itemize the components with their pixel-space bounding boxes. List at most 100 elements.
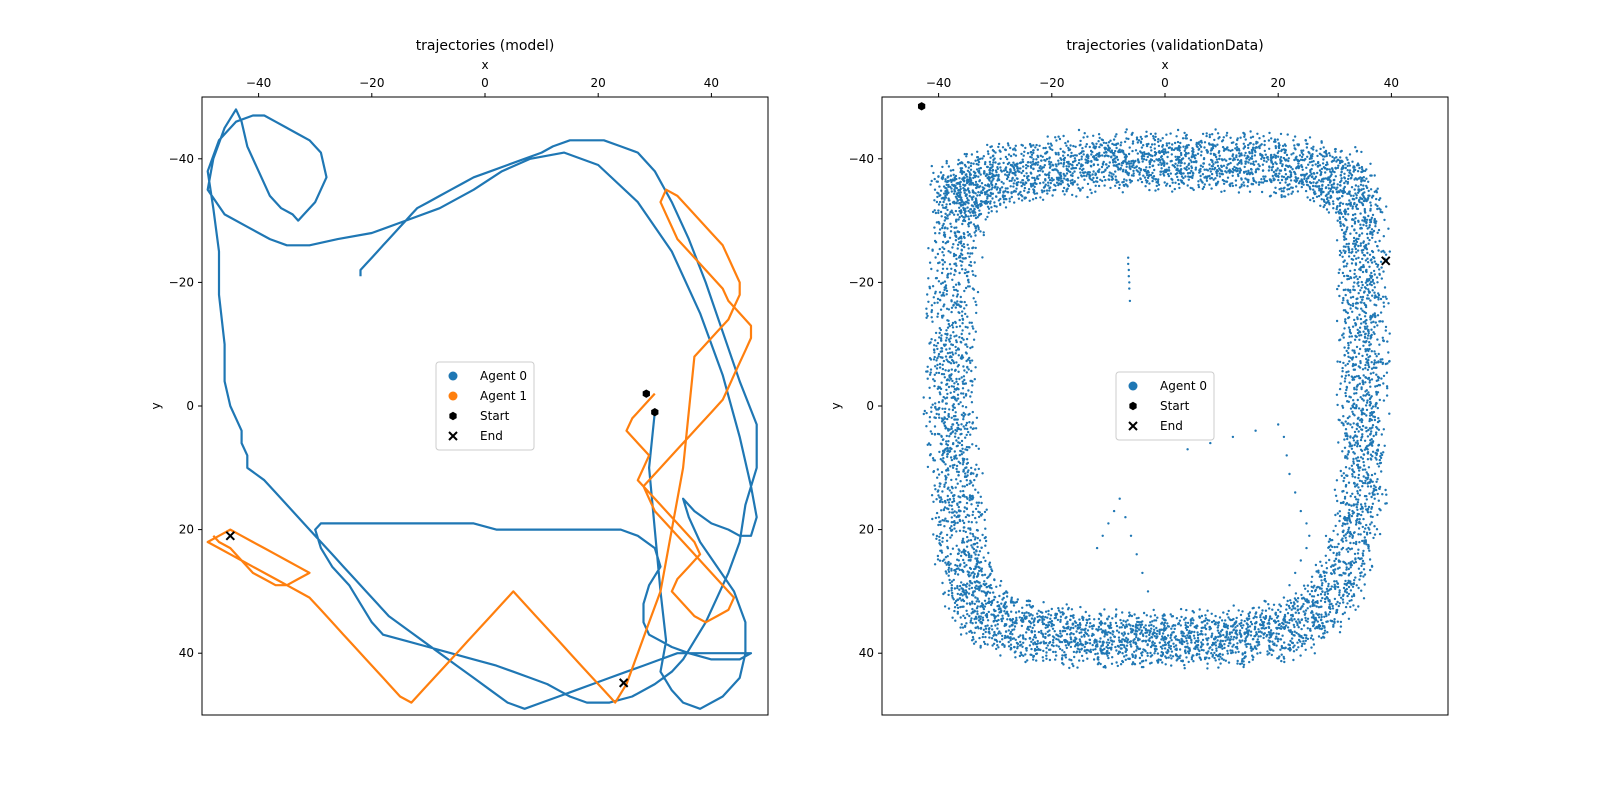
data-point: [942, 314, 945, 317]
data-point: [1378, 198, 1381, 202]
data-point: [950, 180, 953, 184]
data-point: [1223, 643, 1226, 646]
data-point: [1198, 633, 1202, 636]
data-point: [996, 644, 999, 647]
data-point: [1347, 213, 1350, 216]
data-point: [1367, 214, 1370, 218]
data-point: [971, 635, 975, 639]
data-point: [1367, 242, 1370, 245]
data-point: [978, 194, 981, 197]
data-point: [935, 534, 939, 538]
data-point: [1047, 160, 1051, 163]
data-point: [1191, 622, 1194, 625]
data-point: [1358, 521, 1361, 525]
data-point: [1065, 160, 1069, 164]
data-point: [946, 455, 949, 458]
data-point: [1337, 542, 1340, 546]
data-point: [967, 166, 970, 169]
data-point: [1385, 385, 1389, 388]
data-point: [949, 230, 953, 233]
data-point: [1364, 259, 1368, 262]
data-point: [1292, 152, 1295, 155]
data-point: [1031, 638, 1035, 641]
data-point: [1366, 377, 1370, 380]
data-point: [1249, 136, 1253, 139]
data-point: [1361, 257, 1364, 261]
data-point: [1367, 297, 1370, 300]
data-point: [1216, 639, 1219, 642]
data-point: [1281, 634, 1284, 637]
data-point: [1375, 262, 1378, 266]
data-point: [1367, 194, 1370, 197]
data-point: [1361, 424, 1365, 428]
data-point: [928, 396, 931, 400]
data-point: [1213, 651, 1216, 655]
data-point: [1249, 157, 1252, 160]
data-point: [1196, 631, 1199, 634]
data-point: [1332, 202, 1335, 206]
data-point: [954, 239, 958, 242]
data-point: [1114, 175, 1117, 178]
data-point: [1289, 166, 1293, 169]
data-point: [1243, 651, 1247, 655]
data-point: [1347, 526, 1351, 529]
data-point: [1049, 648, 1052, 651]
data-point: [955, 218, 958, 221]
data-point: [1370, 218, 1373, 221]
data-point: [1055, 654, 1058, 657]
data-point: [1006, 187, 1009, 190]
data-point: [980, 182, 984, 185]
data-point: [1373, 286, 1377, 289]
data-point: [1361, 407, 1364, 410]
data-point: [1283, 167, 1287, 171]
data-point: [942, 422, 946, 425]
data-point: [1347, 567, 1351, 571]
data-point: [1145, 130, 1148, 133]
data-point: [967, 555, 971, 559]
data-point: [959, 180, 962, 184]
data-point: [1304, 609, 1308, 612]
data-point: [1295, 648, 1298, 651]
data-point: [1297, 162, 1300, 165]
data-point: [1041, 170, 1045, 173]
data-point: [1362, 194, 1365, 198]
data-point: [1359, 533, 1362, 536]
data-point: [1312, 145, 1315, 148]
data-point: [1254, 634, 1257, 638]
data-point: [1364, 502, 1367, 505]
data-point: [1281, 163, 1284, 166]
data-point: [1352, 511, 1356, 514]
data-point: [1366, 485, 1370, 488]
data-point: [946, 443, 949, 447]
data-point: [939, 544, 942, 547]
data-point: [1298, 635, 1301, 638]
data-point: [1012, 172, 1015, 175]
data-point: [1344, 572, 1347, 575]
data-point: [1325, 620, 1328, 623]
data-point: [1328, 606, 1332, 609]
data-point: [1014, 144, 1017, 147]
data-point: [1195, 626, 1198, 630]
data-point: [1151, 644, 1155, 647]
data-point: [1361, 219, 1364, 222]
data-point: [1361, 562, 1364, 565]
data-point: [941, 258, 944, 262]
data-point: [936, 347, 939, 351]
data-point: [1367, 356, 1370, 359]
data-point: [1170, 633, 1173, 636]
data-point: [1046, 135, 1049, 138]
data-point: [1072, 626, 1075, 630]
data-point: [1035, 659, 1038, 662]
data-point: [1084, 642, 1087, 646]
data-point: [1302, 636, 1305, 640]
data-point: [1057, 638, 1060, 641]
data-point: [959, 593, 962, 596]
data-point: [1343, 582, 1346, 586]
data-point: [952, 578, 955, 582]
data-point: [1157, 144, 1161, 148]
data-point: [937, 355, 940, 358]
data-point: [1279, 169, 1282, 172]
data-point: [1366, 261, 1370, 264]
data-point: [970, 181, 973, 184]
data-point: [928, 373, 932, 376]
